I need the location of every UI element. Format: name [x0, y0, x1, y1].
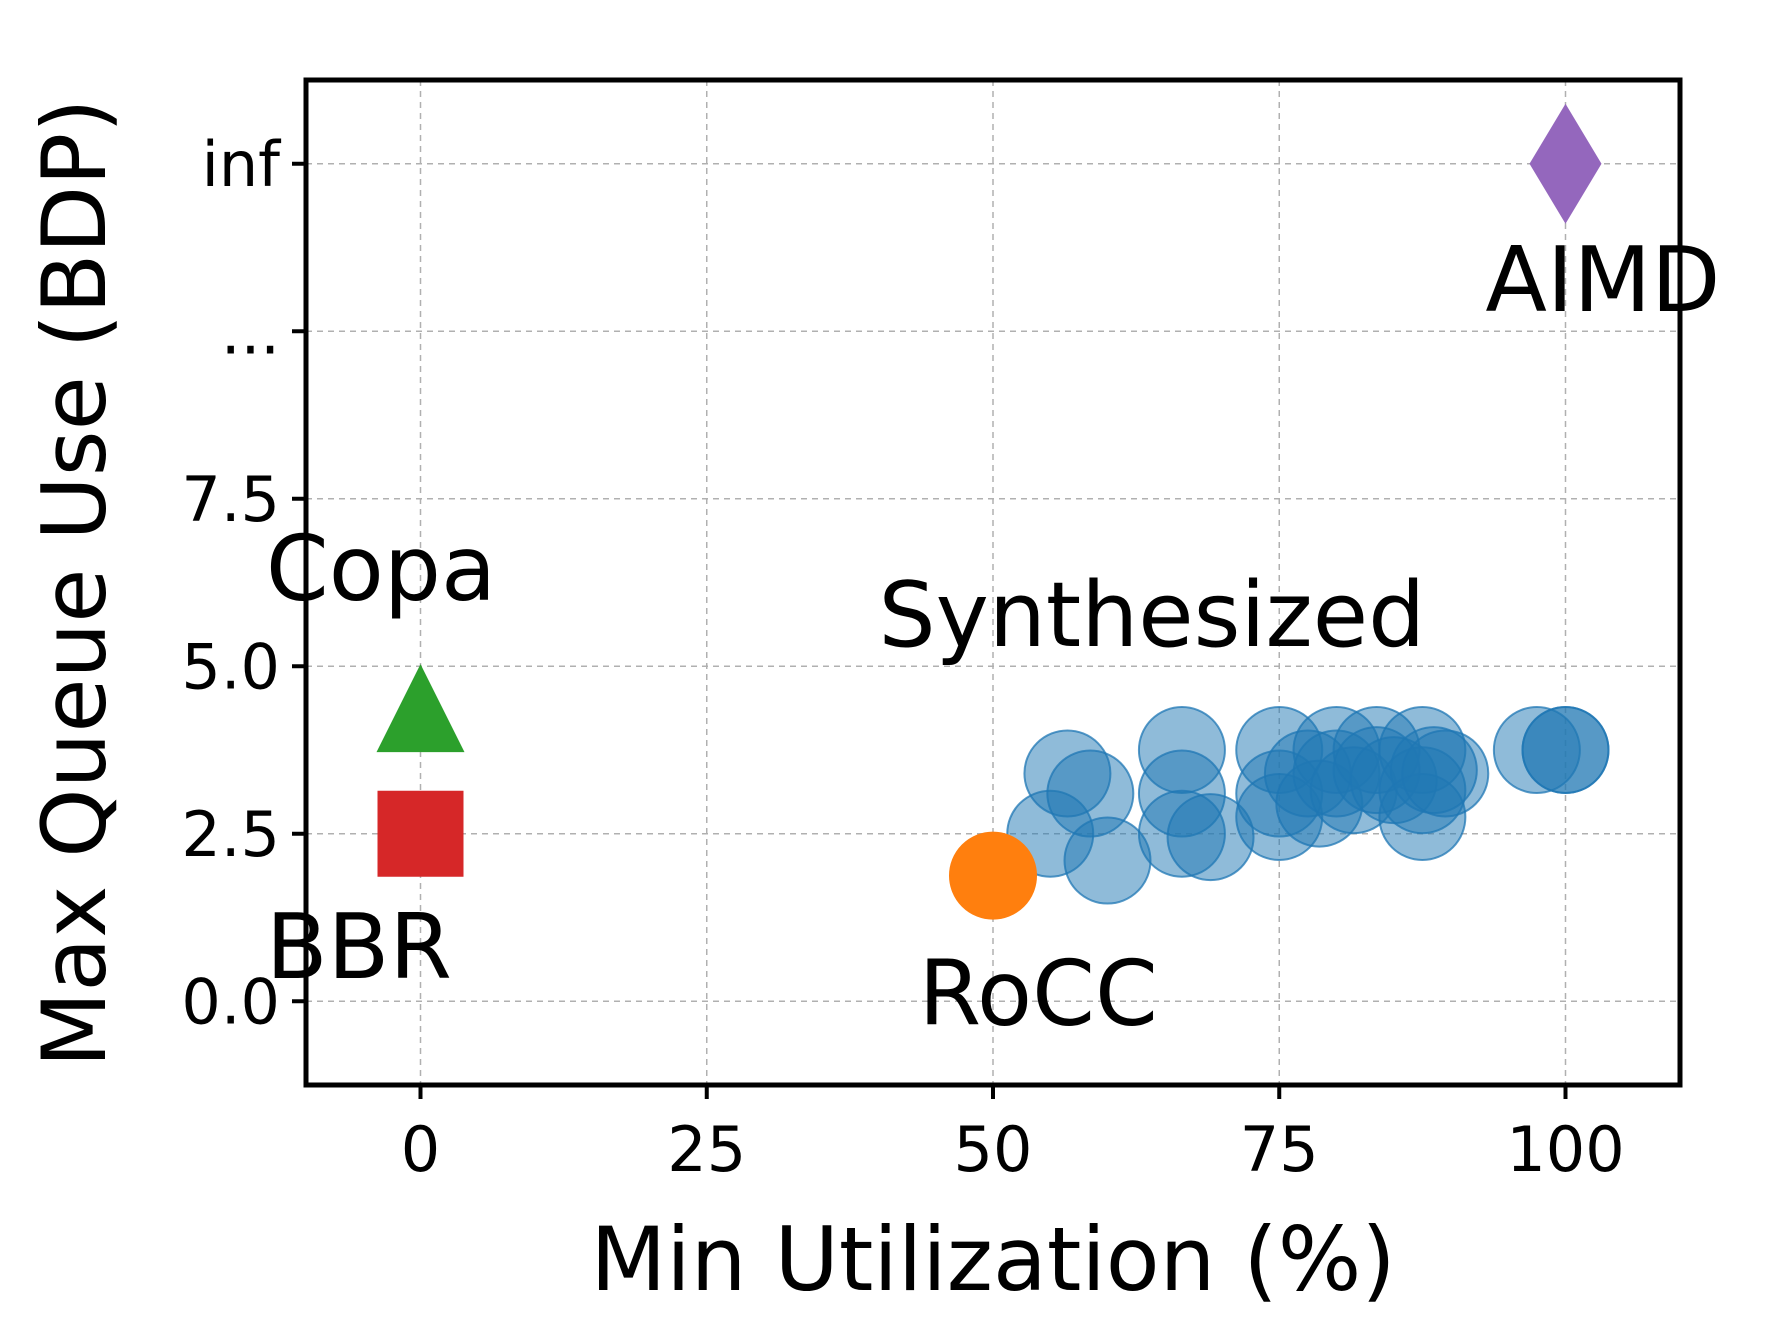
synthesized-point: [1401, 729, 1490, 818]
y-tick-label: 2.5: [181, 798, 280, 871]
bbr-point: [377, 790, 464, 877]
synthesized-label: Synthesized: [879, 563, 1426, 668]
copa-point: [376, 664, 465, 753]
x-tick-label: 0: [401, 1113, 440, 1186]
y-tick-label: 7.5: [181, 463, 280, 536]
x-axis-title: Min Utilization (%): [590, 1208, 1395, 1311]
copa-label: Copa: [266, 516, 496, 621]
rocc-label: RoCC: [919, 942, 1158, 1047]
y-tick-label: 0.0: [181, 965, 280, 1038]
point-annotations: Copa Synthesized BBR RoCC AIMD: [266, 228, 1721, 1047]
x-tick-label: 25: [667, 1113, 746, 1186]
y-tick-label: ...: [221, 295, 280, 368]
bbr-label: BBR: [266, 895, 452, 1000]
synthesized-point: [1063, 816, 1152, 905]
synthesized-point: [1521, 706, 1610, 794]
y-tick-label: inf: [202, 128, 283, 201]
axis-ticks: 0 25 50 75 100 0.0 2.5 5.0 7.5... inf: [181, 128, 1624, 1186]
x-tick-label: 75: [1240, 1113, 1319, 1186]
rocc-point: [949, 831, 1037, 920]
data-markers: [376, 103, 1610, 920]
y-tick-label: 5.0: [181, 630, 280, 703]
aimd-point: [1529, 103, 1602, 224]
aimd-label: AIMD: [1485, 228, 1720, 333]
x-tick-label: 50: [954, 1113, 1033, 1186]
x-tick-label: 100: [1506, 1113, 1624, 1186]
y-axis-title: Max Queue Use (BDP): [23, 98, 126, 1067]
